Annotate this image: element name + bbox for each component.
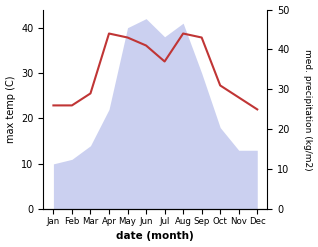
X-axis label: date (month): date (month): [116, 231, 194, 242]
Y-axis label: max temp (C): max temp (C): [5, 76, 16, 143]
Y-axis label: med. precipitation (kg/m2): med. precipitation (kg/m2): [303, 49, 313, 170]
